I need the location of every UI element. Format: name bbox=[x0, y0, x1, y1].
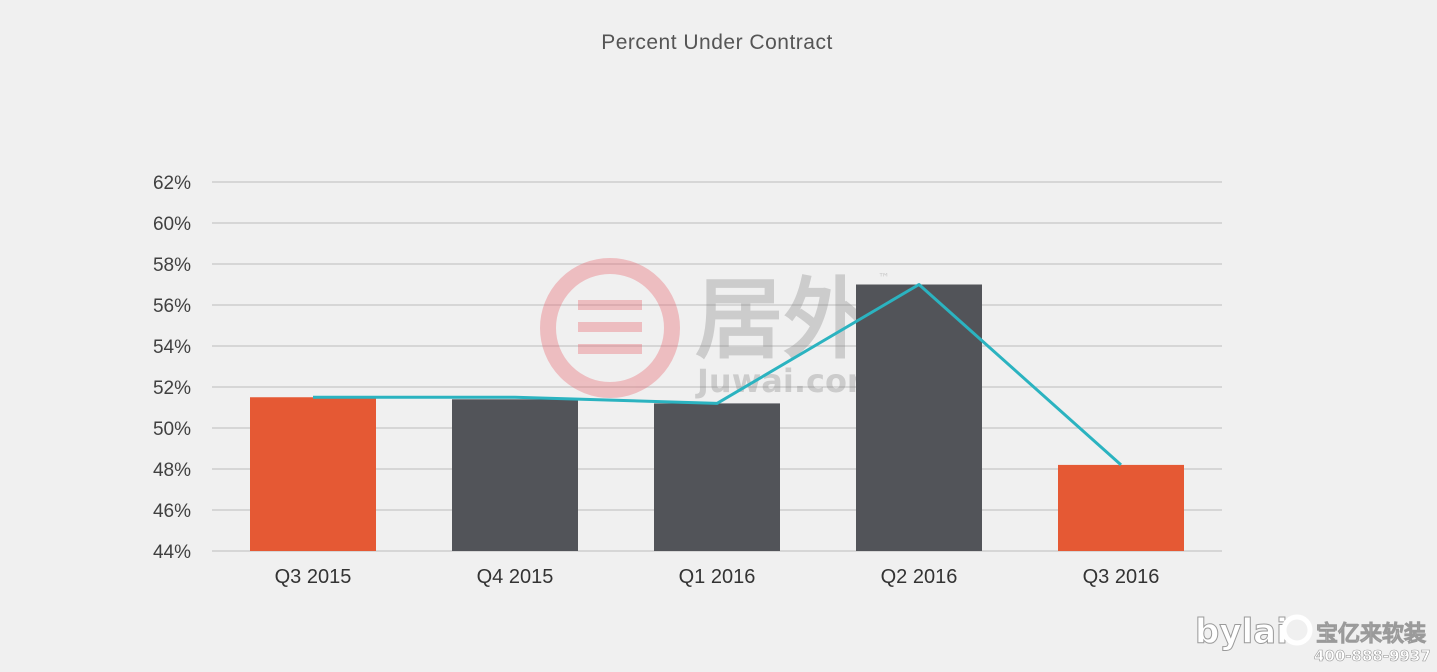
bar bbox=[452, 399, 578, 551]
gridlines bbox=[212, 181, 1222, 552]
bylai-watermark: bylai 宝亿来软装 400-888-9937 bbox=[1195, 612, 1432, 666]
trend-line bbox=[313, 283, 1122, 467]
juwai-logo-bar-icon bbox=[578, 322, 642, 332]
bylai-brand-text: bylai bbox=[1195, 612, 1288, 652]
juwai-url-text: Juwai.com bbox=[695, 362, 880, 400]
x-tick-label: Q4 2015 bbox=[477, 566, 554, 588]
juwai-logo-ring-icon bbox=[540, 258, 680, 398]
juwai-watermark: 居外 ™ Juwai.com bbox=[540, 258, 890, 400]
y-tick-label: 50% bbox=[153, 419, 191, 440]
trend-line-series bbox=[313, 283, 1122, 467]
bylai-logo-icon bbox=[1281, 614, 1313, 646]
x-tick-label: Q3 2015 bbox=[275, 566, 352, 588]
bylai-cn-text: 宝亿来软装 bbox=[1316, 621, 1426, 647]
juwai-logo-bar-icon bbox=[578, 300, 642, 310]
y-tick-label: 48% bbox=[153, 460, 191, 481]
y-tick-label: 62% bbox=[153, 173, 191, 194]
y-axis-ticks: 44% 46% 48% 50% 52% 54% 56% 58% 60% 62% bbox=[153, 173, 191, 563]
y-tick-label: 44% bbox=[153, 542, 191, 563]
chart-title: Percent Under Contract bbox=[601, 31, 833, 54]
x-tick-label: Q3 2016 bbox=[1083, 566, 1160, 588]
x-axis-ticks: Q3 2015 Q4 2015 Q1 2016 Q2 2016 Q3 2016 bbox=[275, 566, 1160, 588]
bar bbox=[1058, 464, 1184, 551]
bar bbox=[250, 397, 376, 551]
bars bbox=[250, 284, 1184, 551]
y-tick-label: 54% bbox=[153, 337, 191, 358]
y-tick-label: 60% bbox=[153, 214, 191, 235]
y-tick-label: 58% bbox=[153, 255, 191, 276]
juwai-brand-text: 居外 bbox=[695, 268, 871, 371]
bar bbox=[654, 403, 780, 551]
bylai-phone-text: 400-888-9937 bbox=[1314, 647, 1431, 665]
juwai-logo-bar-icon bbox=[578, 344, 642, 354]
x-tick-label: Q2 2016 bbox=[881, 566, 958, 588]
y-tick-label: 46% bbox=[153, 501, 191, 522]
juwai-tm-text: ™ bbox=[878, 271, 890, 285]
x-tick-label: Q1 2016 bbox=[679, 566, 756, 588]
y-tick-label: 56% bbox=[153, 296, 191, 317]
y-tick-label: 52% bbox=[153, 378, 191, 399]
bar bbox=[856, 284, 982, 551]
